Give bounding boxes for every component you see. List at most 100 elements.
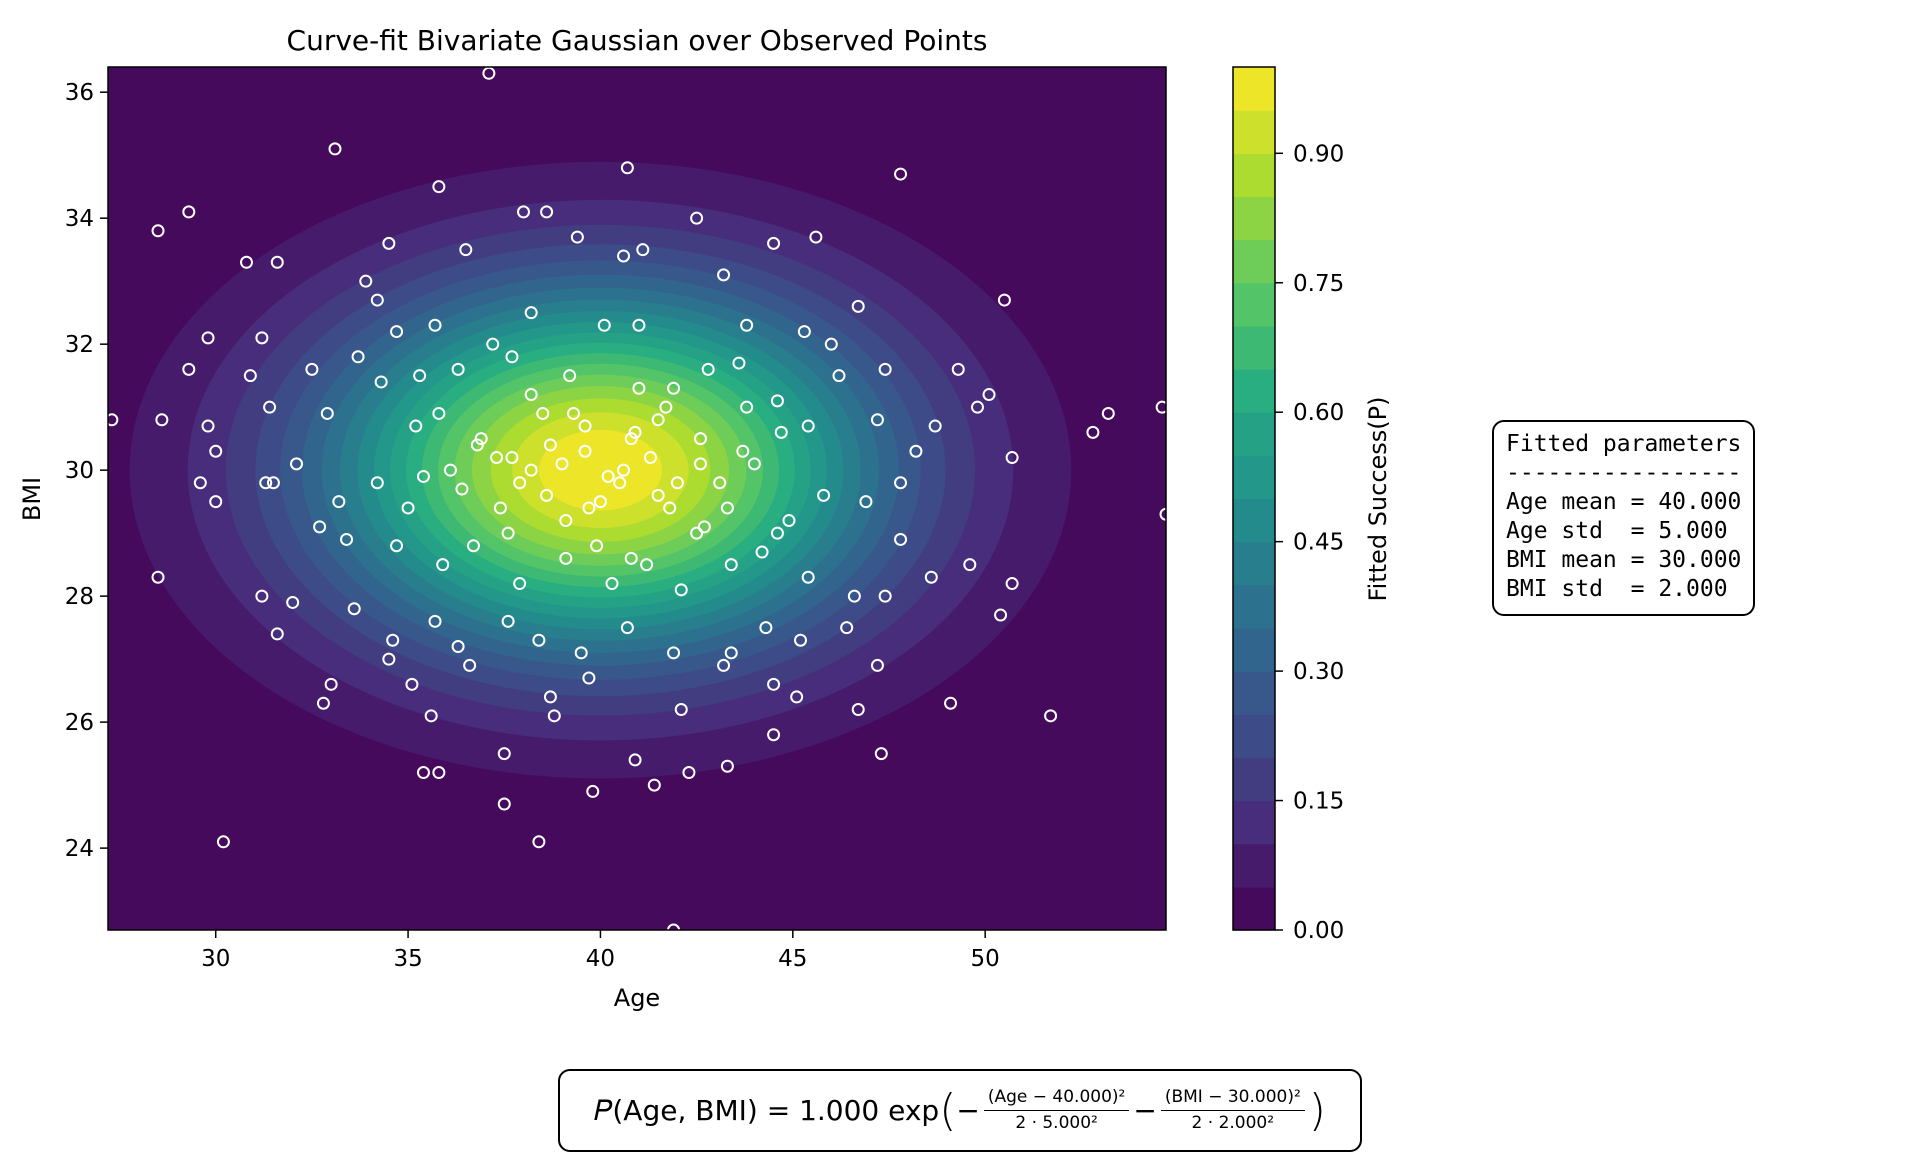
- data-point-177: [663, 501, 677, 515]
- formula-minus-1: −: [956, 1094, 980, 1127]
- colorbar-level-0: [1233, 886, 1275, 931]
- data-point-24: [428, 318, 442, 332]
- colorbar-level-13: [1233, 325, 1275, 370]
- data-point-27: [524, 306, 538, 320]
- data-point-178: [543, 438, 557, 452]
- data-point-0: [482, 67, 496, 80]
- data-point-114: [924, 570, 938, 584]
- colorbar-frame: [1232, 66, 1276, 931]
- params-age-mean: Age mean = 40.000: [1506, 489, 1742, 515]
- data-point-89: [817, 488, 831, 502]
- data-point-23: [370, 293, 384, 307]
- data-point-88: [770, 526, 784, 540]
- formula-age-term: (Age − 40.000)² 2 · 5.000²: [983, 1087, 1130, 1134]
- data-point-45: [770, 394, 784, 408]
- data-point-149: [944, 696, 958, 710]
- data-point-17: [767, 236, 781, 250]
- data-point-85: [651, 488, 665, 502]
- data-point-124: [501, 614, 515, 628]
- colorbar-ticks: 0.00 0.15 0.30 0.45 0.60 0.75 0.90: [1275, 141, 1344, 944]
- data-point-125: [532, 633, 546, 647]
- colorbar-level-9: [1233, 498, 1275, 543]
- data-point-136: [324, 677, 338, 691]
- data-point-169: [643, 451, 657, 465]
- data-point-113: [894, 532, 908, 546]
- data-point-69: [1086, 425, 1100, 439]
- data-point-15: [636, 243, 650, 257]
- colorbar-level-5: [1233, 671, 1275, 715]
- data-point-193: [474, 432, 488, 446]
- data-point-147: [851, 703, 865, 717]
- data-point-131: [794, 633, 808, 647]
- data-point-179: [593, 495, 607, 509]
- y-tick-label: 24: [65, 836, 94, 862]
- data-point-26: [486, 337, 500, 351]
- colorbar-level-6: [1233, 627, 1275, 672]
- data-point-107: [640, 558, 654, 572]
- colorbar-tick-label: 0.90: [1293, 141, 1344, 167]
- data-point-182: [693, 457, 707, 471]
- colorbar-level-11: [1233, 412, 1275, 456]
- data-point-38: [413, 369, 427, 383]
- contour-band-19: [538, 429, 663, 511]
- data-point-171: [617, 463, 631, 477]
- data-point-41: [563, 369, 577, 383]
- params-title: Fitted parameters: [1506, 431, 1742, 457]
- data-point-42: [632, 381, 646, 395]
- y-tick-label: 36: [65, 80, 94, 106]
- data-point-111: [801, 570, 815, 584]
- data-point-187: [524, 388, 538, 402]
- data-point-83: [582, 501, 596, 515]
- data-point-163: [647, 778, 661, 792]
- colorbar-level-15: [1233, 239, 1275, 284]
- data-point-115: [1005, 577, 1019, 591]
- formula-bmi-term: (BMI − 30.000)² 2 · 2.000²: [1160, 1087, 1305, 1134]
- data-point-2: [620, 161, 634, 175]
- data-point-100: [340, 532, 354, 546]
- x-axis-label: Age: [614, 984, 660, 1012]
- y-axis-ticks: 24 26 28 30 32 34 36: [65, 80, 108, 862]
- data-point-64: [801, 419, 815, 433]
- params-bmi-std: BMI std = 2.000: [1506, 576, 1728, 602]
- data-point-19: [851, 299, 865, 313]
- data-point-176: [559, 514, 573, 528]
- formula-open-paren: (: [939, 1084, 957, 1136]
- data-point-156: [874, 747, 888, 761]
- data-point-120: [347, 602, 361, 616]
- data-point-92: [909, 444, 923, 458]
- data-point-130: [759, 621, 773, 635]
- y-axis-label: BMI: [18, 477, 46, 521]
- data-point-148: [870, 658, 884, 672]
- data-point-37: [374, 375, 388, 389]
- data-point-73: [201, 419, 215, 433]
- data-point-16: [690, 211, 704, 225]
- data-point-185: [443, 463, 457, 477]
- data-point-12: [540, 205, 554, 219]
- data-point-112: [847, 589, 861, 603]
- data-point-162: [586, 784, 600, 798]
- data-point-66: [928, 419, 942, 433]
- data-point-96: [193, 476, 207, 490]
- data-point-60: [659, 400, 673, 414]
- data-point-126: [574, 646, 588, 660]
- colorbar-level-18: [1233, 110, 1275, 154]
- data-point-54: [432, 406, 446, 420]
- data-point-138: [382, 652, 396, 666]
- formula-age-denominator: 2 · 5.000²: [1015, 1113, 1098, 1133]
- data-point-160: [720, 759, 734, 773]
- data-point-47: [878, 362, 892, 376]
- data-point-33: [201, 331, 215, 345]
- data-point-132: [840, 621, 854, 635]
- data-point-50: [243, 369, 257, 383]
- colorbar-label: Fitted Success(P): [1364, 397, 1392, 602]
- data-point-135: [270, 627, 284, 641]
- data-point-82: [540, 488, 554, 502]
- formula-lhs: 𝑃(Age, BMI) = 1.000 exp: [594, 1093, 940, 1127]
- data-point-159: [682, 766, 696, 780]
- data-point-18: [809, 230, 823, 244]
- data-point-55: [470, 438, 484, 452]
- data-point-109: [724, 558, 738, 572]
- data-point-51: [263, 400, 277, 414]
- data-point-170: [578, 444, 592, 458]
